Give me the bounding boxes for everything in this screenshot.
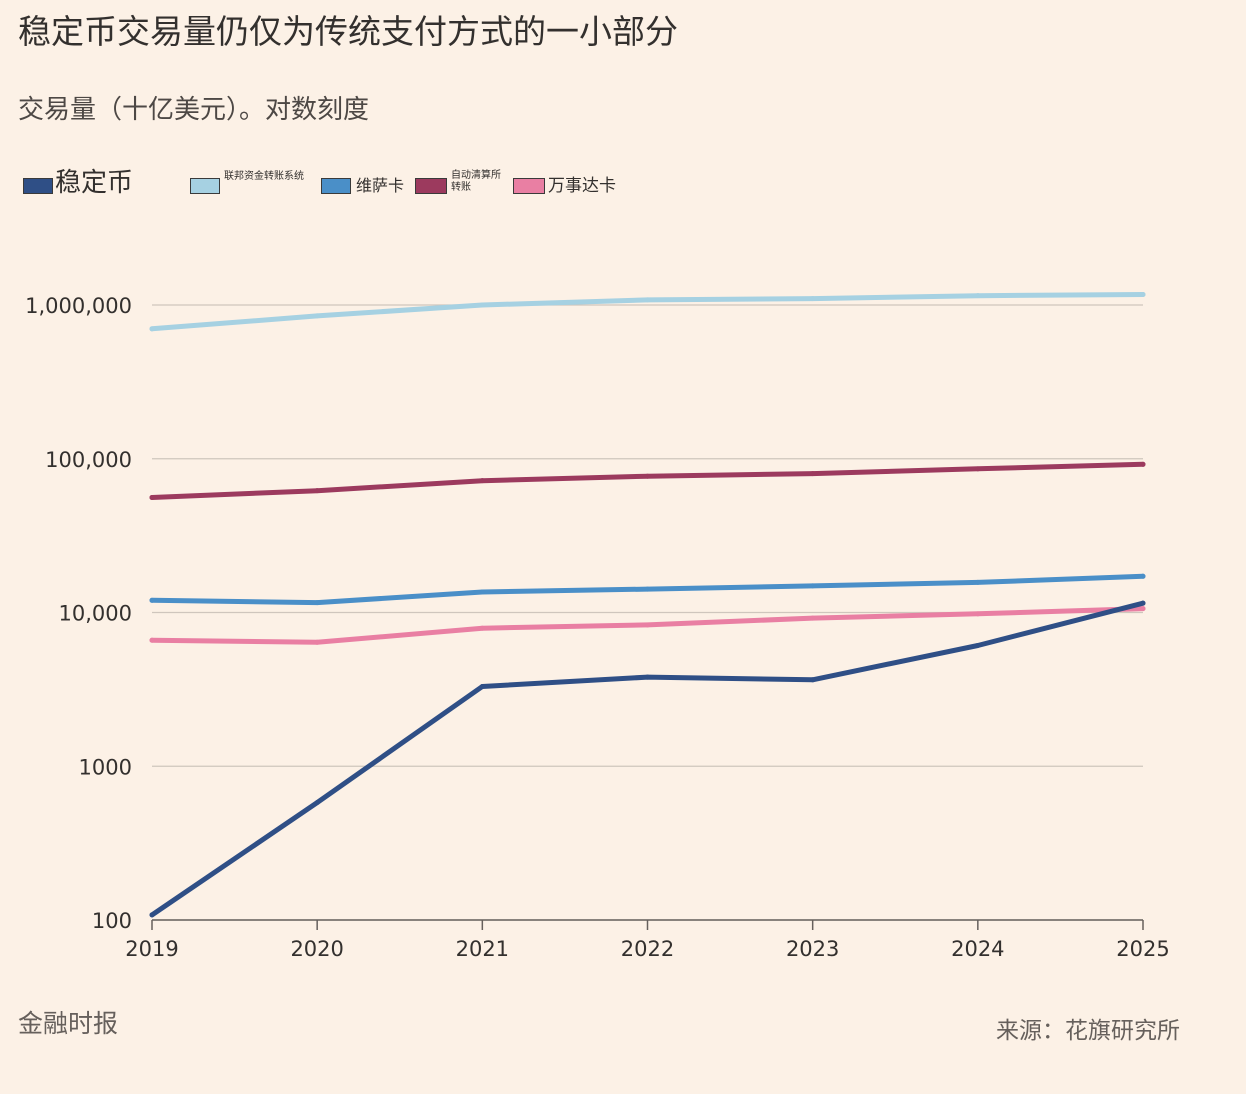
data-point <box>479 684 485 690</box>
legend-swatch-visa <box>321 178 351 194</box>
data-point <box>314 639 320 645</box>
data-point <box>479 625 485 631</box>
data-point <box>314 600 320 606</box>
y-tick-label: 100,000 <box>45 448 132 472</box>
legend-item-fedwire[interactable]: 联邦资金转账系统 <box>190 171 310 200</box>
legend-label-fedwire: 联邦资金转账系统 <box>224 171 304 182</box>
data-point <box>149 597 155 603</box>
chart-title: 稳定币交易量仍仅为传统支付方式的一小部分 <box>18 12 678 51</box>
data-point <box>645 473 650 479</box>
data-point <box>1140 461 1146 467</box>
data-point <box>314 488 320 494</box>
data-point <box>975 293 981 299</box>
legend-item-ach[interactable]: 自动清算所转账 <box>415 170 505 200</box>
y-tick-label: 10,000 <box>59 602 132 626</box>
data-point <box>1140 606 1146 612</box>
x-tick-label: 2020 <box>290 937 343 961</box>
footer-brand: 金融时报 <box>18 1009 119 1038</box>
x-tick-label: 2024 <box>951 937 1004 961</box>
data-point <box>975 611 981 617</box>
x-tick-label: 2025 <box>1116 937 1169 961</box>
legend-label-ach: 自动清算所转账 <box>451 170 501 193</box>
data-point <box>149 637 155 643</box>
data-point <box>1140 600 1146 606</box>
legend-swatch-stablecoin <box>23 178 53 194</box>
legend-item-mastercard[interactable]: 万事达卡 <box>513 176 633 200</box>
data-point <box>1140 573 1146 579</box>
data-point <box>314 313 320 319</box>
y-tick-label: 1000 <box>79 755 132 779</box>
data-point <box>810 471 816 477</box>
x-tick-label: 2019 <box>125 937 178 961</box>
data-point <box>975 643 981 649</box>
data-point <box>645 674 650 680</box>
x-tick-label: 2023 <box>786 937 839 961</box>
data-point <box>479 589 485 595</box>
data-point <box>810 677 816 683</box>
data-point <box>479 478 485 484</box>
data-point <box>149 912 155 918</box>
data-point <box>645 622 650 628</box>
data-point <box>645 586 650 592</box>
data-point <box>314 800 320 806</box>
legend-swatch-mastercard <box>513 178 545 194</box>
data-point <box>975 579 981 585</box>
legend-label-stablecoin: 稳定币 <box>55 168 134 198</box>
x-tick-label: 2021 <box>456 937 509 961</box>
series-line-3 <box>149 461 1146 500</box>
chart-subtitle: 交易量（十亿美元）。对数刻度 <box>18 95 370 125</box>
y-tick-label: 1,000,000 <box>25 294 132 318</box>
x-tick-label: 2022 <box>621 937 674 961</box>
legend-item-stablecoin[interactable]: 稳定币 <box>23 168 183 200</box>
source-note: 来源：花旗研究所 <box>996 1018 1180 1044</box>
data-point <box>149 326 155 332</box>
data-point <box>810 583 816 589</box>
data-point <box>975 466 981 472</box>
legend-swatch-ach <box>415 178 447 194</box>
data-point <box>1140 292 1146 298</box>
data-point <box>479 302 485 308</box>
legend-item-visa[interactable]: 维萨卡 <box>321 176 411 200</box>
data-point <box>810 615 816 621</box>
legend-swatch-fedwire <box>190 178 220 194</box>
data-point <box>810 296 816 302</box>
data-point <box>645 297 650 303</box>
legend-label-mastercard: 万事达卡 <box>548 176 616 196</box>
y-tick-label: 100 <box>92 909 132 933</box>
series-line-0 <box>149 600 1146 918</box>
legend-label-visa: 维萨卡 <box>356 176 405 195</box>
data-point <box>149 494 155 500</box>
